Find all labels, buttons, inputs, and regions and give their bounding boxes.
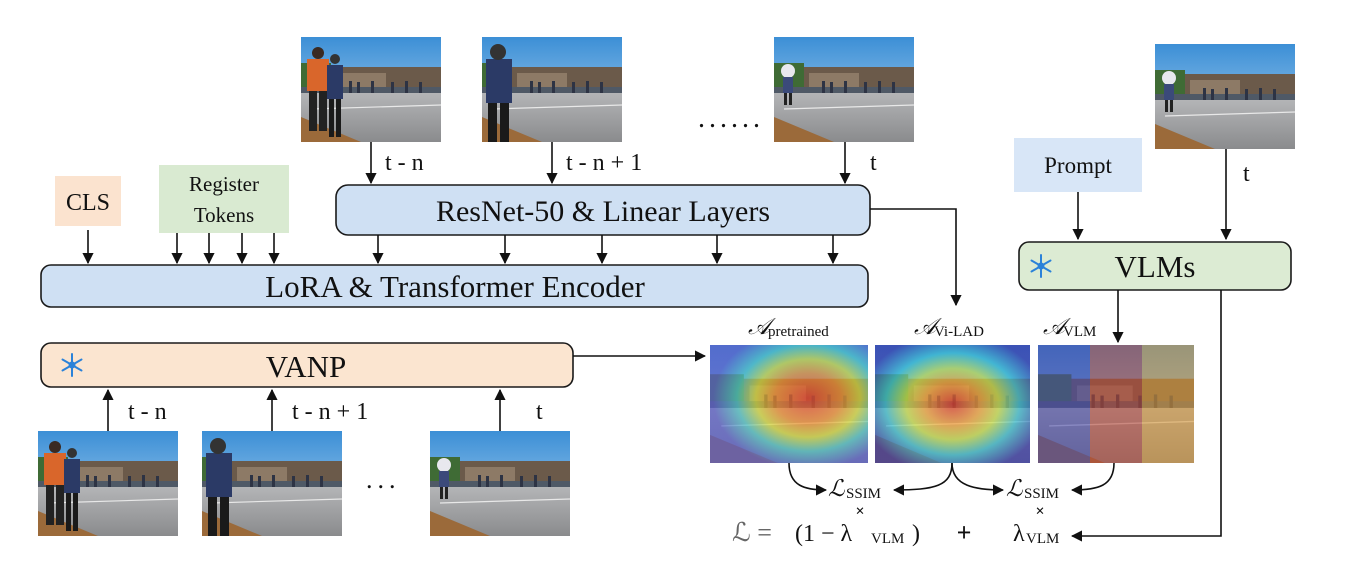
vlms-block <box>1018 241 1292 291</box>
resnet-linear-label: ResNet-50 & Linear Layers <box>436 195 770 228</box>
bottom-ellipsis: ... <box>366 465 401 494</box>
register-tokens-line2: Tokens <box>194 203 254 227</box>
vlms-label: VLMs <box>1115 249 1196 284</box>
plus-sign: + <box>957 518 972 547</box>
map-vilad-subscript: Vi-LAD <box>934 324 984 340</box>
vlm-input-label-t: t <box>1243 161 1250 187</box>
top-label-t: t <box>870 150 877 176</box>
ssim-loss-2-subscript: SSIM <box>1024 486 1059 502</box>
vanp-label: VANP <box>266 349 346 384</box>
bottom-label-t: t <box>536 399 543 425</box>
prompt-box <box>1014 138 1142 192</box>
map-pretrained-subscript: pretrained <box>768 324 829 340</box>
top-frame-t-n <box>301 37 441 142</box>
bottom-frame-t-n-1 <box>202 431 342 536</box>
weight-close: ) <box>912 521 920 547</box>
lambda-vlm-subscript: VLM <box>1026 531 1059 547</box>
attention-map-vilad <box>875 345 1030 463</box>
weight-subscript: VLM <box>871 531 904 547</box>
top-frame-t-n-1 <box>482 37 622 142</box>
bottom-frame-t-n <box>38 431 178 536</box>
top-label-t-n-1: t - n + 1 <box>566 150 642 176</box>
register-tokens-line1: Register <box>189 172 259 196</box>
top-ellipsis: ...... <box>698 103 764 134</box>
vlm-input-frame-t <box>1155 44 1295 149</box>
map-vlm-subscript: VLM <box>1063 324 1096 340</box>
total-loss-lhs: ℒ = <box>732 518 772 547</box>
resnet-linear-block <box>335 184 871 236</box>
attention-map-pretrained <box>710 345 868 463</box>
cls-token-box <box>55 176 121 226</box>
ssim-loss-2-symbol: ℒ <box>1006 476 1023 501</box>
register-tokens-box <box>159 165 289 233</box>
ssim-loss-1-symbol: ℒ <box>828 476 845 501</box>
vlms-snowflake-icon <box>1030 254 1052 278</box>
prompt-label: Prompt <box>1044 153 1112 178</box>
times-sign-1: × <box>855 503 864 520</box>
weight-open: (1 − λ <box>795 521 853 547</box>
ssim-loss-1-subscript: SSIM <box>846 486 881 502</box>
attention-map-vlm <box>1038 345 1194 463</box>
vanp-block <box>40 342 574 388</box>
lora-transformer-encoder-block <box>40 264 869 308</box>
top-label-t-n: t - n <box>385 150 424 176</box>
bottom-label-t-n: t - n <box>128 399 167 425</box>
top-frame-t <box>774 37 914 142</box>
vanp-snowflake-icon <box>61 353 83 377</box>
bottom-frame-t <box>430 431 570 536</box>
bottom-label-t-n-1: t - n + 1 <box>292 399 368 425</box>
cls-token-label: CLS <box>66 190 110 216</box>
lambda-vlm-symbol: λ <box>1013 521 1025 547</box>
lora-transformer-encoder-label: LoRA & Transformer Encoder <box>265 269 645 304</box>
times-sign-2: × <box>1035 503 1044 520</box>
